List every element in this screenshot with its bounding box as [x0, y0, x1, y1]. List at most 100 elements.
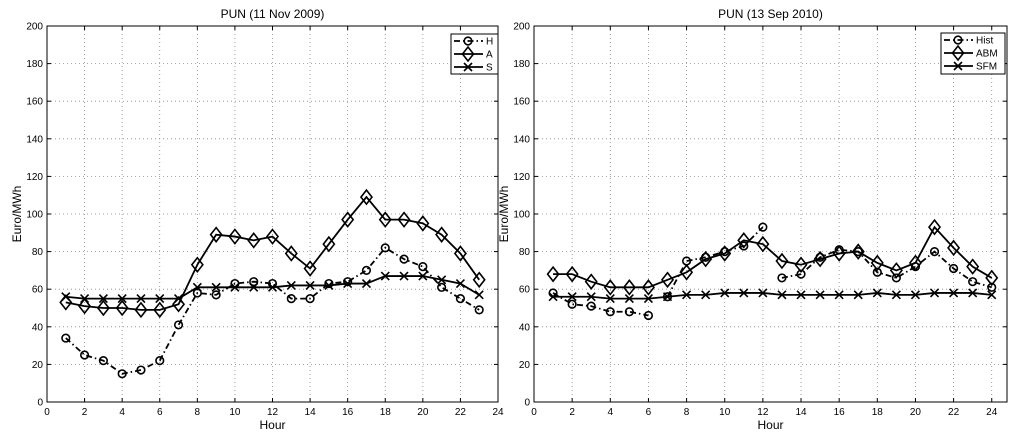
- chart-0-series-0-point-2: [98, 356, 108, 366]
- chart-1-ytick-label-4: 80: [519, 247, 531, 258]
- chart-1-xtick-label-3: 6: [646, 407, 652, 418]
- chart-0-xtick-label-3: 6: [157, 407, 163, 418]
- chart-0-series-2-point-12: [286, 280, 296, 291]
- chart-0-series-2-point-15: [343, 278, 353, 289]
- chart-1-series-0-point-4: [624, 307, 634, 317]
- chart-1-series-1-point-8: [699, 250, 713, 268]
- chart-1-series-0-point-5: [643, 310, 654, 321]
- chart-1-series-2-point-20: [929, 288, 940, 298]
- chart-1-series-2-point-2: [586, 292, 596, 302]
- chart-0-series-1-point-1: [78, 297, 92, 315]
- chart-0-series-legend-point-1: [461, 45, 475, 63]
- chart-1-ytick-label-6: 120: [513, 172, 530, 183]
- chart-1-series-1-point-10: [737, 232, 751, 249]
- chart-0-series-2-point-19: [418, 271, 428, 281]
- chart-0-xtick-label-5: 10: [229, 407, 241, 418]
- chart-0-xtick-label-9: 18: [380, 407, 392, 418]
- chart-0-axes-box: [46, 25, 499, 403]
- chart-1-xtick-label-4: 8: [684, 407, 690, 418]
- chart-0-series-1-point-8: [209, 226, 223, 243]
- chart-1-series-2-point-8: [701, 290, 711, 300]
- chart-1-series-2-point-21: [949, 288, 959, 298]
- chart-1-legend-label-1: ABM: [976, 49, 998, 60]
- chart-0-series-2-point-18: [399, 271, 409, 281]
- chart-1-series-1-point-4: [622, 279, 636, 296]
- chart-0-ytick-label-3: 60: [32, 285, 44, 296]
- chart-0-series-legend-point-0: [463, 36, 473, 46]
- chart-0-series-2-point-5: [155, 294, 165, 304]
- chart-0-ytick-label-2: 40: [32, 322, 44, 333]
- chart-1-series-2-point-1: [567, 292, 577, 302]
- chart-1-series-2-point-17: [872, 288, 882, 298]
- chart-1-series-0-point-12: [777, 273, 787, 283]
- chart-0-ytick-label-9: 180: [26, 59, 43, 70]
- chart-0-series-0-point-20: [437, 282, 447, 292]
- chart-1-series-2-line-0: [553, 292, 992, 300]
- chart-0-series-1-point-19: [416, 215, 430, 232]
- chart-1-series-1-point-15: [832, 245, 846, 262]
- chart-0-series-1-point-18: [397, 211, 411, 228]
- chart-1-series-0-point-2: [586, 301, 596, 311]
- chart-0-series-2-point-16: [361, 278, 372, 289]
- chart-1-series-1-point-19: [908, 254, 922, 272]
- chart-0-ytick-label-0: 0: [37, 398, 43, 409]
- chart-1-ytick-label-8: 160: [513, 97, 530, 108]
- chart-1-ytick-label-5: 100: [513, 210, 530, 221]
- chart-0-series-1-point-22: [472, 271, 486, 289]
- chart-0-series-2-point-3: [117, 294, 127, 304]
- chart-1-series-0-point-1: [567, 299, 577, 309]
- chart-0-series-1-point-13: [303, 260, 317, 277]
- chart-1: 0 2 4 6 8 10 12 14 16 18 20 22 240204060801001201401…: [497, 7, 1008, 432]
- chart-0-ytick-label-8: 160: [26, 97, 43, 108]
- chart-0-ytick-label-1: 20: [32, 360, 44, 371]
- chart-1-series-2-point-9: [720, 288, 730, 298]
- chart-1-ytick-label-2: 40: [519, 322, 531, 333]
- chart-1-series-0-point-21: [948, 263, 959, 274]
- chart-1-title: PUN (13 Sep 2010): [718, 7, 823, 21]
- chart-1-series-2-point-13: [796, 290, 806, 300]
- chart-1-series-2-point-19: [910, 290, 921, 300]
- chart-0-series-0-point-18: [399, 254, 409, 264]
- chart-0-series-2-point-2: [98, 294, 108, 304]
- chart-0-xtick-label-2: 4: [119, 407, 125, 418]
- chart-0-series-2-point-8: [211, 282, 221, 292]
- chart-0-series-0-point-0: [61, 333, 71, 343]
- chart-1-series-2-point-10: [739, 288, 749, 298]
- chart-1-ytick-label-3: 60: [519, 285, 531, 296]
- chart-1-series-1-line-0: [553, 225, 993, 289]
- chart-1-series-0-point-11: [758, 222, 768, 232]
- chart-0-series-0-point-10: [249, 277, 259, 287]
- chart-0-series-2-point-20: [437, 275, 447, 285]
- chart-0-series-0-point-19: [418, 262, 428, 272]
- chart-0-series-0-point-22: [474, 305, 484, 315]
- chart-0-xtick-label-11: 22: [455, 407, 467, 418]
- chart-0-series-0-point-12: [286, 294, 296, 304]
- chart-0-series-0-point-1: [79, 350, 90, 360]
- chart-0-ytick-label-7: 140: [26, 134, 43, 145]
- chart-0-series-1-point-15: [341, 211, 355, 228]
- chart-1-series-1-point-3: [603, 279, 617, 296]
- chart-0-series-1-point-17: [378, 211, 392, 228]
- chart-0-series-1-point-3: [115, 299, 129, 317]
- chart-1-xtick-label-9: 18: [872, 407, 884, 418]
- chart-0-series-0-point-6: [173, 320, 184, 330]
- chart-1-series-group: [546, 218, 999, 321]
- chart-0-series-1-point-2: [96, 299, 110, 317]
- chart-0-series-2-point-4: [136, 294, 146, 304]
- chart-0-series-0-point-3: [117, 369, 127, 379]
- chart-0-series-1-point-16: [359, 188, 373, 206]
- chart-1-grid: [534, 26, 1007, 402]
- chart-0-xlabel: Hour: [259, 418, 285, 432]
- chart-0-ylabel: Euro/MWh: [10, 186, 24, 243]
- chart-1-series-2-point-5: [643, 294, 654, 304]
- chart-0-xtick-label-10: 20: [417, 407, 429, 418]
- chart-1-series-2-point-6: [662, 292, 673, 302]
- chart-1-legend-label-0: Hist: [976, 36, 993, 47]
- chart-1-series-1-point-6: [660, 271, 675, 289]
- chart-1-series-legend-point-1: [951, 44, 965, 62]
- chart-0-series-2-point-14: [324, 280, 334, 291]
- chart-1-series-1-point-12: [775, 252, 789, 270]
- chart-0-series-0-point-14: [324, 278, 334, 289]
- chart-0-series-1-point-20: [435, 226, 449, 243]
